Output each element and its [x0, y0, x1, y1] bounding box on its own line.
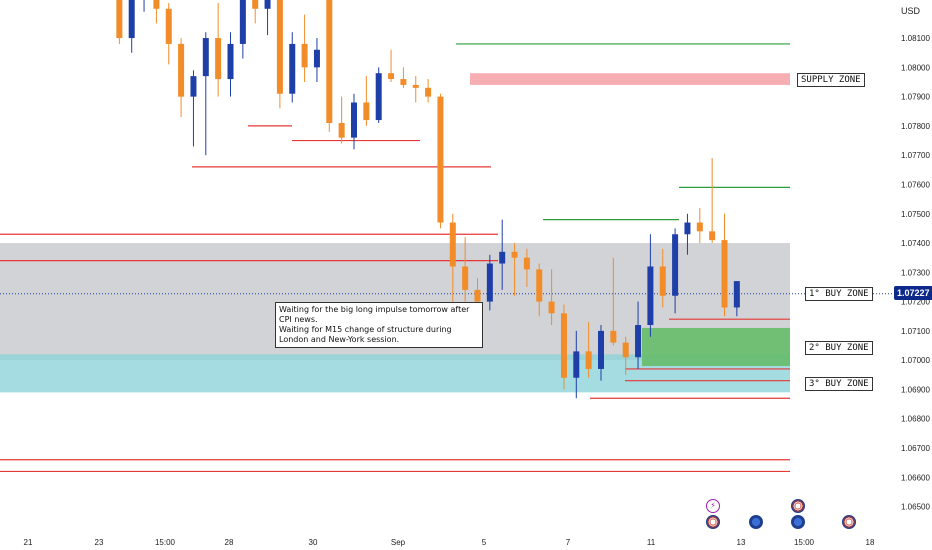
- candle-body: [548, 301, 555, 314]
- candle-body: [264, 0, 271, 9]
- candle-body: [363, 102, 370, 121]
- candle-body: [313, 49, 320, 68]
- candle-body: [276, 0, 283, 94]
- candle-body: [215, 38, 222, 80]
- supply-zone-label: SUPPLY ZONE: [797, 73, 865, 87]
- candle-body: [733, 281, 740, 308]
- candle-body: [499, 251, 506, 264]
- analysis-note: Waiting for the big long impulse tomorro…: [275, 302, 483, 348]
- candle-body: [598, 330, 604, 369]
- candle-body: [252, 0, 259, 9]
- x-tick-label: 15:00: [794, 538, 815, 547]
- candle-body: [202, 38, 209, 77]
- buy-zone-2-label: 2° BUY ZONE: [805, 341, 873, 355]
- candle-body: [560, 313, 567, 378]
- candle-body: [227, 43, 234, 80]
- x-tick-label: 28: [225, 538, 234, 547]
- candle-body: [153, 0, 160, 9]
- y-tick-label: 1.07100: [901, 327, 930, 336]
- y-tick-label: 1.07800: [901, 122, 930, 131]
- y-tick-label: 1.07400: [901, 239, 930, 248]
- us-flag-icon[interactable]: [791, 499, 805, 513]
- last-price-badge: 1.07227: [894, 286, 932, 300]
- y-tick-label: 1.06500: [901, 503, 930, 512]
- candle-body: [400, 79, 407, 85]
- y-tick-label: 1.07500: [901, 210, 930, 219]
- candle-body: [462, 266, 469, 290]
- candle-body: [585, 351, 592, 369]
- candle-body: [511, 251, 518, 258]
- x-tick-label: 21: [24, 538, 33, 547]
- candle-body: [116, 0, 123, 39]
- candle-body: [709, 231, 716, 241]
- x-tick-label: 23: [95, 538, 104, 547]
- buy2-zone: [642, 327, 790, 367]
- x-tick-label: 18: [866, 538, 875, 547]
- y-tick-label: 1.07300: [901, 268, 930, 277]
- event-icon[interactable]: [749, 515, 763, 529]
- candle-body: [239, 0, 246, 44]
- x-tick-label: 5: [482, 538, 487, 547]
- candle-body: [289, 43, 296, 94]
- candle-body: [672, 234, 679, 296]
- x-tick-label: 30: [309, 538, 318, 547]
- y-tick-label: 1.06800: [901, 415, 930, 424]
- candle-body: [573, 351, 580, 378]
- event-icon[interactable]: [791, 515, 805, 529]
- candle-body: [696, 222, 703, 232]
- y-tick-label: 1.08000: [901, 63, 930, 72]
- candle-body: [437, 96, 444, 223]
- candle-body: [375, 73, 382, 121]
- candle-body: [449, 222, 456, 267]
- candle-body: [128, 0, 135, 39]
- candle-body: [622, 342, 629, 358]
- y-tick-label: 1.07700: [901, 151, 930, 160]
- y-tick-label: 1.07600: [901, 180, 930, 189]
- candle-body: [190, 76, 197, 97]
- us-flag-icon[interactable]: [706, 515, 720, 529]
- buy-zone-3-label: 3° BUY ZONE: [805, 377, 873, 391]
- y-tick-label: 1.06700: [901, 444, 930, 453]
- us-flag-icon[interactable]: [842, 515, 856, 529]
- candle-body: [388, 73, 395, 80]
- candle-body: [486, 263, 493, 302]
- x-tick-label: Sep: [391, 538, 406, 547]
- candle-body: [523, 257, 530, 270]
- y-tick-label: 1.06600: [901, 473, 930, 482]
- lightning-icon[interactable]: ⚡: [706, 499, 720, 513]
- candle-body: [659, 266, 666, 296]
- supply-zone: [470, 73, 790, 85]
- candle-body: [610, 330, 617, 343]
- candle-body: [474, 289, 481, 302]
- candle-body: [647, 266, 654, 326]
- candle-body: [301, 43, 308, 68]
- candle-body: [351, 102, 357, 138]
- candle-body: [178, 43, 185, 97]
- buy-zone-1-label: 1° BUY ZONE: [805, 287, 873, 301]
- candle-body: [412, 84, 419, 88]
- y-tick-label: 1.06900: [901, 385, 930, 394]
- y-tick-label: 1.07900: [901, 93, 930, 102]
- y-tick-label: 1.07000: [901, 356, 930, 365]
- candle-body: [165, 8, 172, 44]
- y-tick-label: 1.07200: [901, 298, 930, 307]
- candle-body: [425, 87, 432, 97]
- candle-body: [635, 325, 642, 358]
- y-tick-label: 1.08100: [901, 34, 930, 43]
- x-tick-label: 13: [737, 538, 746, 547]
- candle-body: [684, 222, 691, 235]
- x-tick-label: 11: [647, 538, 656, 547]
- candle-body: [338, 122, 345, 138]
- x-tick-label: 7: [566, 538, 571, 547]
- x-tick-label: 15:00: [155, 538, 176, 547]
- candle-body: [721, 240, 728, 308]
- currency-label[interactable]: USD: [900, 6, 920, 16]
- candle-body: [326, 0, 333, 123]
- candle-body: [536, 269, 543, 302]
